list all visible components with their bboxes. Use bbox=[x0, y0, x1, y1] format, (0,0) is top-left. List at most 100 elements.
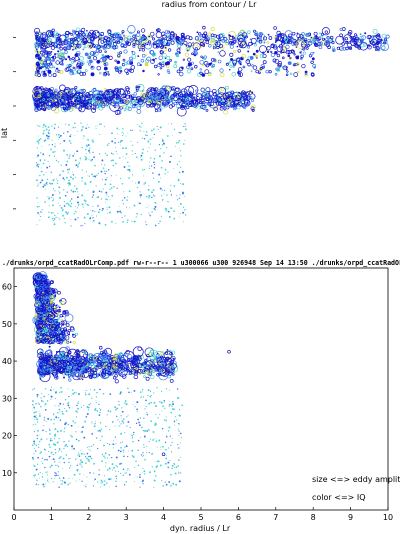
data-point bbox=[223, 39, 227, 43]
data-point bbox=[104, 183, 107, 186]
data-point bbox=[83, 453, 85, 455]
data-point bbox=[108, 142, 110, 145]
data-point bbox=[148, 429, 150, 431]
data-point bbox=[203, 61, 209, 66]
data-point bbox=[142, 148, 144, 151]
data-point bbox=[54, 474, 56, 477]
data-point bbox=[39, 181, 42, 184]
data-point bbox=[48, 154, 51, 157]
data-point bbox=[38, 213, 40, 215]
data-point bbox=[36, 437, 38, 440]
data-point bbox=[170, 94, 176, 100]
data-point bbox=[160, 446, 162, 448]
data-point bbox=[164, 481, 166, 483]
data-point bbox=[74, 47, 77, 49]
data-point bbox=[46, 166, 49, 169]
data-point bbox=[88, 149, 90, 152]
data-point bbox=[93, 389, 96, 391]
data-point bbox=[37, 275, 41, 279]
data-point bbox=[139, 191, 141, 193]
data-point bbox=[133, 389, 136, 392]
data-point bbox=[71, 389, 74, 391]
data-point bbox=[49, 429, 51, 431]
data-point bbox=[101, 460, 103, 463]
data-point bbox=[175, 53, 180, 58]
data-point bbox=[67, 404, 70, 407]
data-point bbox=[37, 166, 40, 168]
data-point bbox=[143, 183, 145, 185]
data-point bbox=[41, 70, 44, 74]
data-point bbox=[68, 95, 74, 101]
data-point bbox=[153, 133, 155, 136]
data-point bbox=[87, 55, 92, 60]
data-point bbox=[127, 414, 129, 416]
data-point bbox=[182, 58, 185, 61]
data-point bbox=[122, 468, 125, 471]
data-point bbox=[46, 178, 49, 181]
data-point bbox=[71, 102, 75, 106]
data-point bbox=[161, 452, 166, 456]
data-point bbox=[36, 140, 39, 143]
data-point bbox=[148, 451, 150, 454]
data-point bbox=[67, 423, 70, 426]
data-point bbox=[126, 221, 129, 224]
data-point bbox=[70, 434, 72, 437]
data-point bbox=[95, 215, 98, 217]
data-point bbox=[184, 122, 186, 125]
data-point bbox=[53, 178, 55, 180]
data-point bbox=[34, 418, 36, 420]
data-point bbox=[93, 408, 96, 411]
data-point bbox=[116, 153, 118, 155]
data-point bbox=[182, 183, 185, 186]
data-point bbox=[31, 403, 34, 406]
data-point bbox=[76, 207, 78, 209]
data-point bbox=[105, 462, 107, 464]
data-point bbox=[124, 432, 126, 434]
data-point bbox=[74, 218, 77, 221]
data-point bbox=[63, 201, 65, 203]
data-point bbox=[121, 131, 123, 134]
data-point bbox=[60, 429, 62, 432]
data-point bbox=[111, 220, 113, 223]
data-point bbox=[78, 65, 82, 70]
data-point bbox=[145, 221, 147, 223]
data-point bbox=[62, 457, 65, 460]
data-point bbox=[37, 473, 40, 475]
data-point bbox=[136, 408, 138, 411]
data-point bbox=[139, 96, 145, 102]
data-point bbox=[34, 72, 39, 77]
data-point bbox=[121, 30, 125, 34]
data-point bbox=[81, 128, 83, 130]
data-point bbox=[200, 55, 203, 58]
data-point bbox=[212, 58, 217, 62]
data-point bbox=[34, 293, 44, 303]
data-point bbox=[123, 455, 125, 458]
data-point bbox=[68, 124, 71, 126]
data-point bbox=[75, 205, 77, 207]
data-point bbox=[43, 286, 52, 295]
data-point bbox=[182, 206, 185, 209]
data-point bbox=[202, 33, 206, 38]
data-point bbox=[119, 206, 120, 207]
data-point bbox=[209, 72, 212, 75]
data-point bbox=[99, 429, 101, 432]
data-point bbox=[62, 209, 64, 211]
data-point bbox=[104, 72, 107, 76]
data-point bbox=[49, 58, 52, 61]
data-point bbox=[76, 150, 79, 153]
data-point bbox=[59, 219, 61, 221]
data-point bbox=[96, 59, 101, 64]
data-point bbox=[104, 465, 106, 467]
data-point bbox=[121, 410, 124, 413]
data-point bbox=[169, 190, 172, 192]
data-point bbox=[101, 481, 104, 483]
data-point bbox=[33, 475, 35, 477]
data-point bbox=[36, 206, 39, 208]
data-point bbox=[51, 204, 54, 207]
data-point bbox=[82, 126, 84, 128]
data-point bbox=[48, 332, 55, 339]
data-point bbox=[74, 190, 76, 193]
data-point bbox=[165, 483, 168, 486]
data-point bbox=[121, 139, 123, 142]
data-point bbox=[38, 443, 40, 445]
